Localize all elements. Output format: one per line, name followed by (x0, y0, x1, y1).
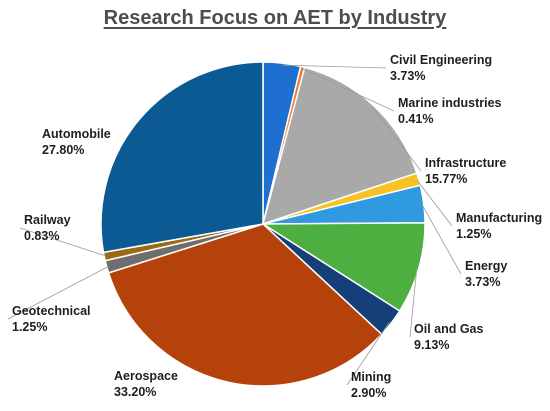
slice-label-aerospace: Aerospace (114, 369, 178, 383)
leader-line-oil-and-gas (409, 268, 418, 338)
slice-value-geotechnical: 1.25% (12, 320, 47, 334)
leader-line-mining (346, 321, 390, 386)
leader-line-geotechnical (7, 265, 109, 320)
pie-slice-infrastructure (262, 66, 418, 225)
leader-line-marine-industries (301, 68, 395, 112)
slice-value-railway: 0.83% (24, 229, 59, 243)
slice-value-aerospace: 33.20% (114, 385, 156, 399)
slice-label-railway: Railway (24, 213, 71, 227)
slice-value-infrastructure: 15.77% (425, 172, 467, 186)
slice-label-geotechnical: Geotechnical (12, 304, 91, 318)
slice-label-energy: Energy (465, 259, 507, 273)
slice-label-automobile: Automobile (42, 127, 111, 141)
slice-value-civil-engineering: 3.73% (390, 69, 425, 83)
pie-slice-oil-and-gas (262, 222, 426, 312)
leader-line-infrastructure (372, 107, 422, 172)
slice-value-oil-and-gas: 9.13% (414, 338, 449, 352)
slice-label-infrastructure: Infrastructure (425, 156, 506, 170)
leader-line-railway (19, 227, 107, 257)
pie-slice-aerospace (107, 223, 383, 387)
slice-label-marine-industries: Marine industries (398, 96, 502, 110)
slice-value-energy: 3.73% (465, 275, 500, 289)
slice-label-oil-and-gas: Oil and Gas (414, 322, 484, 336)
chart-title: Research Focus on AET by Industry (103, 7, 447, 29)
slice-label-mining: Mining (351, 370, 391, 384)
leader-line-energy (421, 204, 462, 275)
slice-value-automobile: 27.80% (42, 143, 84, 157)
slice-label-civil-engineering: Civil Engineering (390, 53, 492, 67)
leader-line-manufacturing (416, 179, 453, 227)
slice-value-manufacturing: 1.25% (456, 227, 491, 241)
slice-label-manufacturing: Manufacturing (456, 211, 542, 225)
leader-line-civil-engineering (281, 64, 387, 69)
slice-value-mining: 2.90% (351, 386, 386, 400)
slice-value-marine-industries: 0.41% (398, 112, 433, 126)
pie-slice-automobile (100, 61, 264, 254)
